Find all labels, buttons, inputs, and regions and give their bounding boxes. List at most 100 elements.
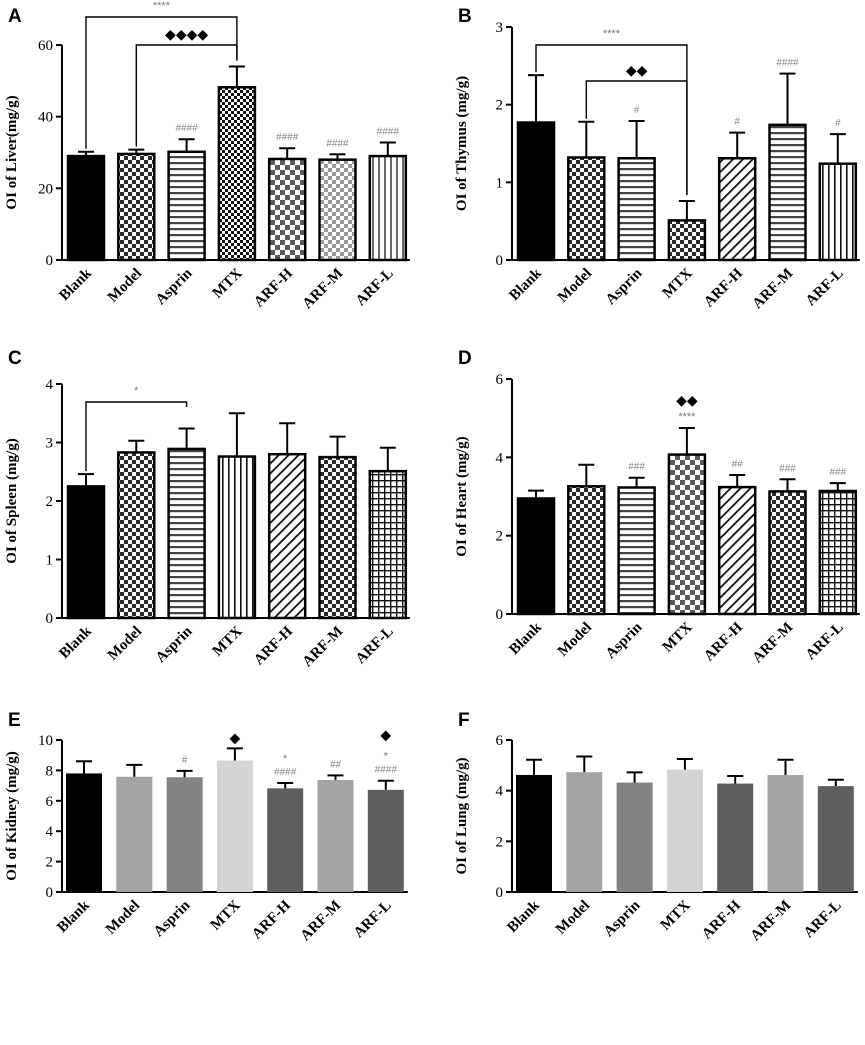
category-label: Blank [54,897,93,936]
bar-asprin [617,486,656,616]
bar-model [567,485,606,616]
y-tick-label: 2 [46,494,54,510]
significance-label: # [634,105,640,116]
significance-label: ### [829,467,846,478]
y-tick-label: 1 [496,175,504,191]
bar-arf-l [368,154,408,262]
category-label: Blank [506,265,545,304]
y-tick-label: 60 [38,38,53,54]
bar-arf-h [267,788,304,892]
category-label: ARF-L [803,266,847,310]
bar-arf-h [717,157,757,262]
bar-asprin [167,447,206,620]
bracket-label: * [134,385,139,397]
category-label: Blank [504,897,543,936]
y-tick-label: 6 [496,372,504,388]
bar-mtx [666,769,703,892]
bar-model [567,156,606,262]
category-label: Blank [56,623,95,662]
significance-label: #### [377,126,400,137]
category-label: Model [105,266,145,306]
bar-blank [66,154,106,262]
comparison-bracket [85,401,188,472]
y-tick-label: 2 [496,98,504,114]
category-label: Model [555,266,595,306]
y-tick-label: 4 [496,450,504,466]
y-tick-label: 2 [46,855,54,871]
bar-blank [516,774,552,892]
significance-diamond: ◆ [230,730,241,746]
y-tick-label: 0 [496,253,504,269]
category-label: ARF-H [701,265,746,310]
y-tick-label: 20 [38,181,53,197]
y-tick-label: 0 [46,611,54,627]
y-tick-label: 40 [38,110,53,126]
category-label: MTX [208,897,244,933]
significance-star: * [384,751,389,763]
category-label: Asprin [601,897,644,940]
bar-arf-l [817,786,854,892]
significance-label: #### [326,138,349,149]
category-label: ARF-M [750,620,797,667]
category-label: Asprin [153,623,196,666]
bar-arf-h [267,452,307,620]
significance-label: #### [276,132,299,143]
y-tick-label: 0 [46,253,54,269]
panel-letter: C [8,348,22,369]
category-label: MTX [210,265,246,301]
bar-mtx [667,219,707,262]
category-label: ARF-H [699,897,744,942]
y-tick-label: 8 [46,763,54,779]
y-tick-label: 4 [46,377,54,393]
bar-arf-h [717,485,757,616]
y-tick-label: 0 [46,885,54,901]
y-axis-label: OI of Spleen (mg/g) [4,438,20,563]
significance-label: #### [776,58,799,69]
panel-letter: E [8,710,21,731]
category-label: ARF-H [251,623,296,668]
comparison-bracket [135,44,238,147]
category-label: ARF-H [251,265,296,310]
bar-arf-l [818,162,858,262]
significance-diamond: ◆◆ [676,393,698,409]
bracket-label: ◆◆◆◆ [165,27,208,43]
comparison-bracket [585,80,688,195]
comparison-bracket [85,16,238,149]
bar-arf-l [818,489,858,616]
bar-blank [516,121,556,262]
category-label: ARF-M [298,898,345,945]
bar-asprin [167,150,206,262]
panel-letter: B [458,6,472,27]
bar-blank [516,497,556,616]
y-tick-label: 3 [46,436,54,452]
y-tick-label: 4 [46,824,54,840]
bar-arf-m [768,123,807,262]
category-label: Asprin [151,897,194,940]
category-label: ARF-M [748,898,795,945]
significance-label: #### [175,123,198,134]
category-label: ARF-L [353,266,397,310]
significance-label: # [182,755,188,766]
category-label: Asprin [153,265,196,308]
category-label: Model [103,898,143,938]
category-label: Asprin [603,265,646,308]
category-label: Blank [56,265,95,304]
bracket-label: **** [603,28,621,40]
category-label: ARF-L [803,620,847,664]
bracket-label: ◆◆ [626,63,648,79]
y-tick-label: 4 [496,784,504,800]
significance-label: **** [678,411,696,423]
bar-mtx [217,455,257,620]
bar-asprin [166,777,203,892]
significance-diamond: ◆ [380,728,391,744]
bar-arf-h [267,157,307,262]
category-label: Model [553,898,593,938]
bar-arf-m [318,158,357,262]
category-label: MTX [210,623,246,659]
category-label: ARF-M [300,266,347,313]
y-axis-label: OI of Kidney (mg/g) [4,751,20,881]
bar-arf-m [768,490,807,616]
category-label: Blank [506,619,545,658]
bar-arf-m [317,779,354,892]
significance-label: ## [732,459,744,470]
